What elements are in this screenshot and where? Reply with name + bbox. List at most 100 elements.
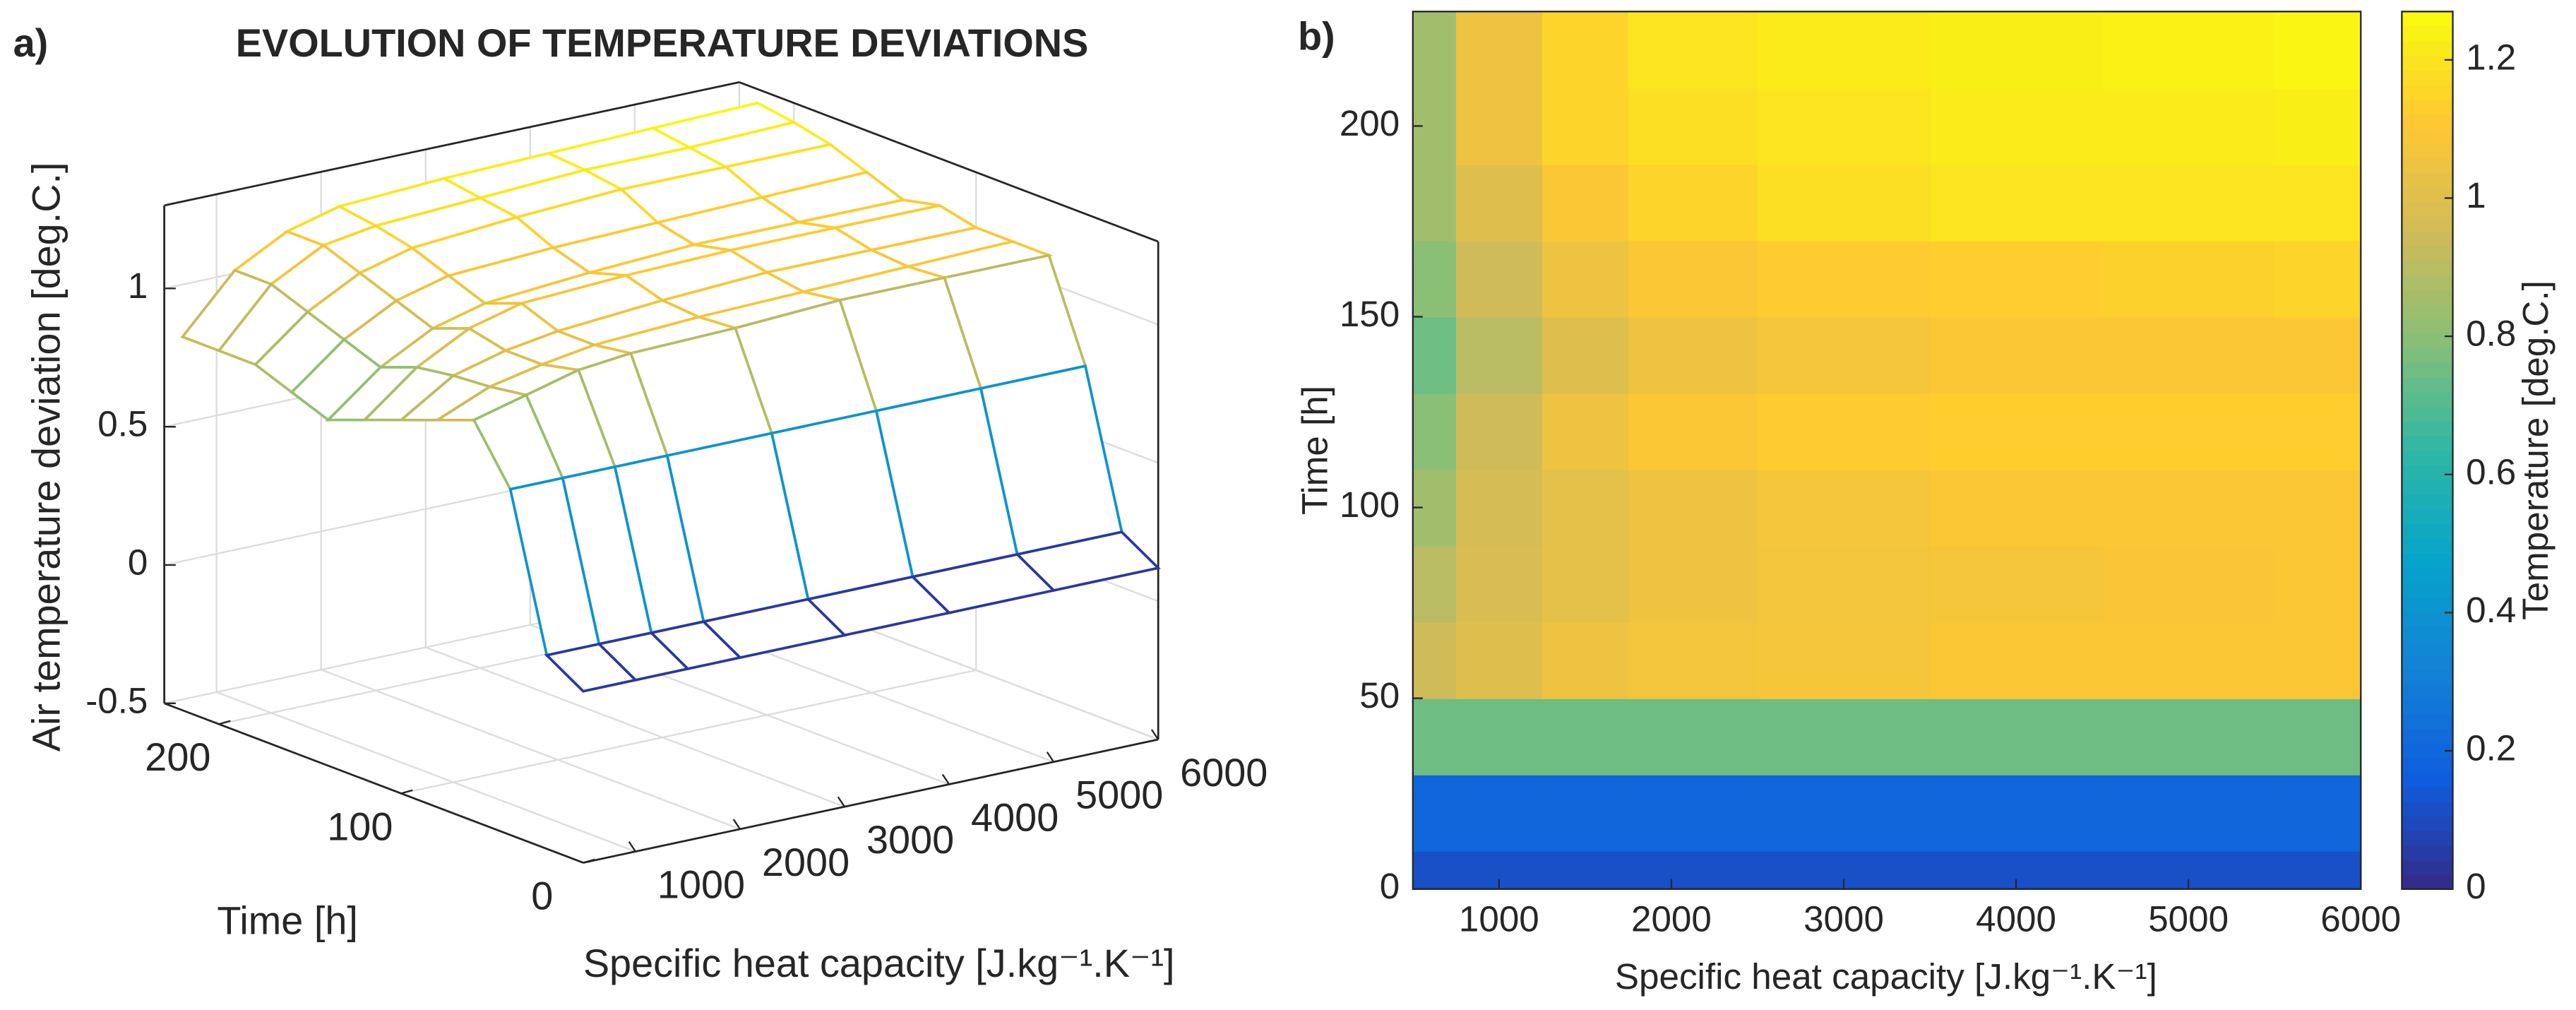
contour-cell	[1757, 240, 1931, 318]
contour-cell	[1455, 11, 1544, 89]
colorbar-segment	[2402, 347, 2453, 364]
colorbar-tick-label: 0.6	[2466, 451, 2516, 492]
colorbar-segment	[2402, 99, 2453, 115]
tick-mark	[218, 720, 231, 725]
colorbar-segment	[2402, 84, 2453, 100]
colorbar-segment	[2402, 26, 2453, 42]
colorbar-segment	[2402, 362, 2453, 379]
tick-mark	[732, 819, 741, 830]
colorbar-segment	[2402, 465, 2453, 481]
colorbar-label: Temperature [deg.C.]	[2515, 280, 2556, 620]
x-tick-label: 5000	[2148, 899, 2229, 939]
colorbar-segment	[2402, 289, 2453, 305]
contour-cell	[1930, 698, 2104, 776]
contour-cell	[1757, 316, 1931, 394]
colorbar-segment	[2402, 245, 2453, 261]
contour-cell	[1757, 88, 1931, 165]
colorbar-tick-label: 0.4	[2466, 590, 2516, 630]
contour-cell	[1628, 774, 1759, 852]
tick-mark	[628, 841, 636, 852]
x-tick-label: 1000	[1459, 899, 1539, 939]
colorbar-segment	[2402, 260, 2453, 276]
colorbar-segment	[2402, 201, 2453, 218]
colorbar-segment	[2402, 684, 2453, 700]
colorbar-segment	[2402, 55, 2453, 71]
colorbar-segment	[2402, 581, 2453, 598]
contour-cell	[2102, 774, 2276, 852]
contour-cell	[2274, 88, 2362, 165]
mesh-cell	[544, 642, 638, 693]
colorbar-segment	[2402, 172, 2453, 188]
x-tick-label: 2000	[762, 840, 849, 884]
x-tick-label: 1000	[657, 862, 745, 907]
x-tick-label: 4000	[1976, 899, 2056, 939]
contour-cell	[2274, 545, 2362, 623]
grid-line	[321, 669, 741, 830]
contour-cell	[2274, 469, 2362, 547]
contour-cell	[1412, 850, 1457, 890]
colorbar-segment	[2402, 304, 2453, 320]
x-tick-label: 6000	[2320, 899, 2401, 939]
tick-mark	[1046, 751, 1055, 763]
chart-title: EVOLUTION OF TEMPERATURE DEVIATIONS	[236, 20, 1089, 65]
y-tick-label: 0	[1380, 866, 1400, 906]
colorbar-segment	[2402, 772, 2453, 788]
colorbar-segment	[2402, 494, 2453, 510]
contour-cell	[1542, 545, 1630, 623]
contour-cell	[1628, 164, 1759, 242]
contour-cell	[1542, 393, 1630, 470]
colorbar-tick-label: 0	[2466, 866, 2486, 906]
colorbar-segment	[2402, 70, 2453, 86]
contour-cell	[1757, 469, 1931, 547]
contour-cell	[1542, 698, 1630, 776]
colorbar-segment	[2402, 319, 2453, 335]
contour-cell	[1412, 316, 1457, 394]
contour-cell	[1455, 240, 1544, 318]
x-axis-label: Specific heat capacity [J.kg⁻¹.K⁻¹]	[583, 941, 1175, 985]
contour-cell	[1455, 698, 1544, 776]
contour-cell	[1930, 469, 2104, 547]
colorbar-segment	[2402, 801, 2453, 817]
contour-cell	[1628, 698, 1759, 776]
contour-cell	[1542, 774, 1630, 852]
tick-mark	[400, 789, 413, 795]
colorbar-segment	[2402, 655, 2453, 671]
contour-cell	[1412, 622, 1457, 699]
colorbar-segment	[2402, 143, 2453, 159]
colorbar-segment	[2402, 216, 2453, 232]
colorbar-segment	[2402, 537, 2453, 554]
contour-cell	[1542, 11, 1630, 89]
contour-cell	[1412, 393, 1457, 470]
contour-cell	[2274, 393, 2362, 470]
contour-cell	[1930, 393, 2104, 470]
contour-cell	[2102, 698, 2276, 776]
contour-cell	[2274, 240, 2362, 318]
contour-cell	[1930, 240, 2104, 318]
colorbar-segment	[2402, 611, 2453, 627]
colorbar-segment	[2402, 186, 2453, 203]
colorbar-segment	[2402, 435, 2453, 451]
contour-cell	[2274, 698, 2362, 776]
contour-cell	[1930, 316, 2104, 394]
contour-cell	[1930, 545, 2104, 623]
contour-cell	[1542, 88, 1630, 165]
colorbar-segment	[2402, 230, 2453, 246]
colorbar-segment	[2402, 860, 2453, 876]
z-tick-label: -0.5	[85, 680, 148, 720]
contour-cell	[1455, 545, 1544, 623]
z-tick-label: 0.5	[97, 404, 148, 444]
contour-cell	[1757, 393, 1931, 470]
x-tick-label: 6000	[1180, 750, 1268, 795]
colorbar-tick-label: 0.8	[2466, 314, 2516, 354]
contour-cell	[1542, 850, 1630, 890]
x-axis-label: Specific heat capacity [J.kg⁻¹.K⁻¹]	[1615, 956, 2157, 997]
colorbar-segment	[2402, 158, 2453, 174]
colorbar-segment	[2402, 40, 2453, 57]
contour-cell	[1628, 622, 1759, 699]
contour-cell	[1455, 774, 1544, 852]
colorbar-segment	[2402, 742, 2453, 759]
colorbar-segment	[2402, 275, 2453, 290]
z-tick-label: 0	[128, 542, 148, 583]
contour-cell	[1412, 545, 1457, 623]
